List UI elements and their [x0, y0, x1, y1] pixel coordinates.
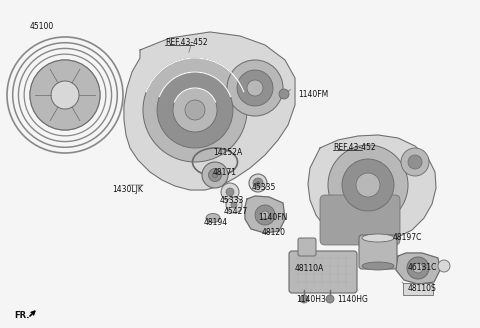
Circle shape [173, 88, 217, 132]
Circle shape [300, 295, 308, 303]
Circle shape [256, 181, 260, 184]
Text: 1430LJK: 1430LJK [112, 185, 143, 194]
Circle shape [212, 173, 217, 177]
Circle shape [328, 145, 408, 225]
Circle shape [208, 169, 221, 181]
Circle shape [226, 197, 242, 213]
Circle shape [408, 155, 422, 169]
Polygon shape [396, 253, 440, 284]
FancyBboxPatch shape [298, 238, 316, 256]
Text: 46131C: 46131C [408, 263, 437, 272]
Text: 1140H3: 1140H3 [296, 295, 326, 304]
Text: 1140FM: 1140FM [298, 90, 328, 99]
Text: 48197C: 48197C [393, 233, 422, 242]
Circle shape [438, 260, 450, 272]
Circle shape [231, 202, 237, 208]
Polygon shape [124, 32, 295, 190]
Circle shape [261, 211, 269, 219]
Circle shape [226, 188, 234, 196]
Text: 48120: 48120 [262, 228, 286, 237]
Circle shape [253, 178, 263, 188]
Circle shape [401, 148, 429, 176]
Text: 48110S: 48110S [408, 284, 437, 293]
Circle shape [202, 162, 228, 188]
Text: 45333: 45333 [220, 196, 244, 205]
Circle shape [342, 159, 394, 211]
Text: 48110A: 48110A [295, 264, 324, 273]
Text: 45427: 45427 [224, 207, 248, 216]
Ellipse shape [362, 234, 394, 242]
Text: 1140FN: 1140FN [258, 213, 288, 222]
Text: REF.43-452: REF.43-452 [165, 38, 208, 47]
Circle shape [221, 183, 239, 201]
Circle shape [30, 60, 100, 130]
Ellipse shape [206, 214, 220, 222]
Polygon shape [308, 135, 436, 243]
Text: FR.: FR. [14, 311, 29, 320]
Text: 1140HG: 1140HG [337, 295, 368, 304]
Circle shape [279, 89, 289, 99]
Circle shape [157, 72, 233, 148]
Text: 45335: 45335 [252, 183, 276, 192]
Circle shape [185, 100, 205, 120]
Circle shape [237, 70, 273, 106]
Circle shape [143, 58, 247, 162]
Text: 48171: 48171 [213, 168, 237, 177]
Circle shape [255, 205, 275, 225]
FancyBboxPatch shape [289, 251, 357, 293]
FancyBboxPatch shape [359, 235, 397, 269]
Text: REF.43-452: REF.43-452 [333, 143, 376, 152]
Circle shape [249, 174, 267, 192]
Text: 48194: 48194 [204, 218, 228, 227]
Circle shape [413, 263, 423, 273]
FancyBboxPatch shape [403, 283, 433, 295]
Circle shape [356, 173, 380, 197]
FancyBboxPatch shape [320, 195, 400, 245]
Circle shape [51, 81, 79, 109]
Text: 45100: 45100 [30, 22, 54, 31]
Polygon shape [245, 196, 285, 233]
Circle shape [247, 80, 263, 96]
Circle shape [227, 60, 283, 116]
Text: 14152A: 14152A [213, 148, 242, 157]
Circle shape [326, 295, 334, 303]
Circle shape [407, 257, 429, 279]
Ellipse shape [362, 262, 394, 270]
